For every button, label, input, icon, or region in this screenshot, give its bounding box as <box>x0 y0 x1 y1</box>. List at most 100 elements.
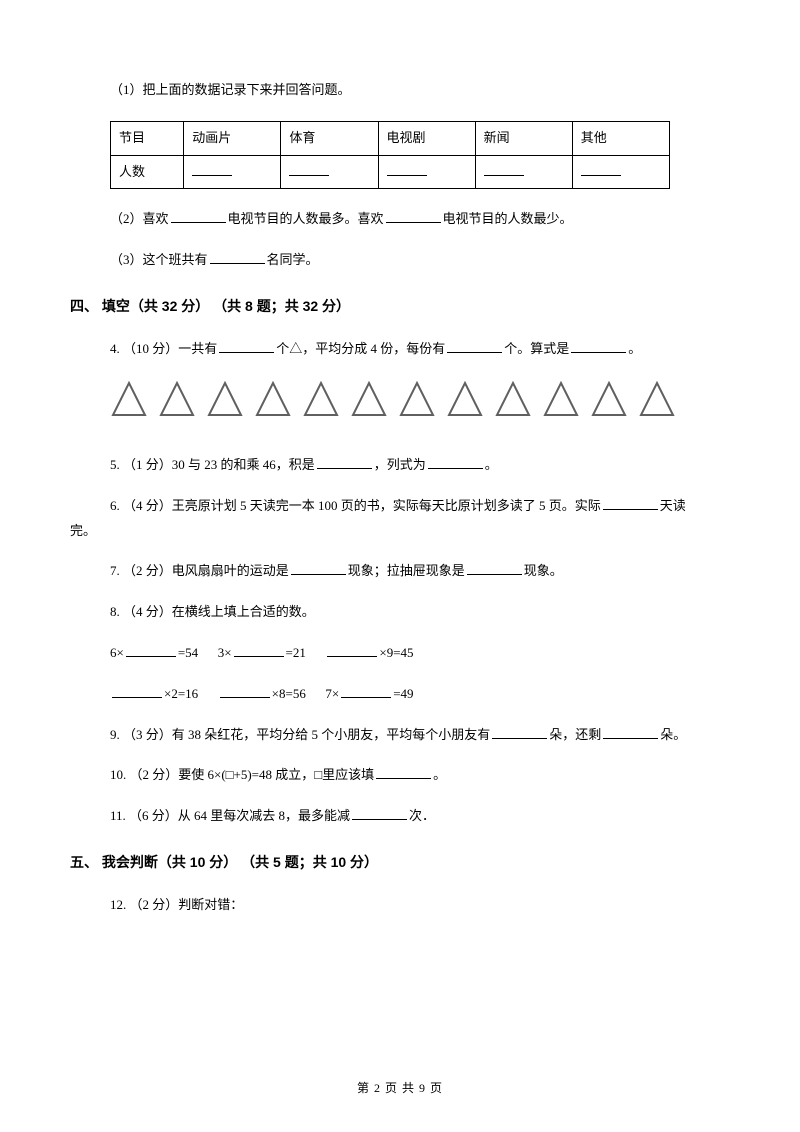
q7-mid: 现象；拉抽屉现象是 <box>348 563 465 578</box>
q1-table: 节目 动画片 体育 电视剧 新闻 其他 人数 <box>110 121 670 190</box>
blank <box>492 726 547 739</box>
blank <box>341 685 391 698</box>
blank <box>386 210 441 223</box>
triangle-icon <box>494 380 532 418</box>
triangle-icon <box>302 380 340 418</box>
page-footer: 第 2 页 共 9 页 <box>0 1079 800 1098</box>
triangle-icon <box>638 380 676 418</box>
cell-blank <box>378 155 475 189</box>
blank <box>467 562 522 575</box>
q11-post: 次． <box>409 808 435 823</box>
q2-post: 电视节目的人数最少。 <box>443 211 573 226</box>
cell-col5: 其他 <box>572 121 669 155</box>
q10: 10. （2 分）要使 6×(□+5)=48 成立，□里应该填 。 <box>110 765 730 786</box>
cell-blank <box>184 155 281 189</box>
blank <box>603 726 658 739</box>
blank <box>376 766 431 779</box>
blank <box>327 644 377 657</box>
blank <box>219 340 274 353</box>
q11: 11. （6 分）从 64 里每次减去 8，最多能减 次． <box>110 806 730 827</box>
q7-post: 现象。 <box>524 563 563 578</box>
q5-mid: ，列式为 <box>374 457 426 472</box>
blank <box>571 340 626 353</box>
table-row: 人数 <box>111 155 670 189</box>
q8-2c-pre: 7× <box>325 686 339 701</box>
q8-2a-post: ×2=16 <box>164 686 198 701</box>
cell-count-label: 人数 <box>111 155 184 189</box>
triangle-icon <box>110 380 148 418</box>
q4-pre: 4. （10 分）一共有 <box>110 341 217 356</box>
triangle-icon <box>446 380 484 418</box>
triangle-icon <box>158 380 196 418</box>
q6-line2: 完。 <box>70 521 730 542</box>
q9-pre: 9. （3 分）有 38 朵红花，平均分给 5 个小朋友，平均每个小朋友有 <box>110 727 490 742</box>
blank <box>291 562 346 575</box>
cell-program-label: 节目 <box>111 121 184 155</box>
q9-mid: 朵，还剩 <box>549 727 601 742</box>
q8-2c-post: =49 <box>393 686 413 701</box>
q4: 4. （10 分）一共有 个△，平均分成 4 份，每份有 个。算式是 。 <box>110 339 730 360</box>
blank <box>428 456 483 469</box>
blank <box>352 807 407 820</box>
cell-col3: 电视剧 <box>378 121 475 155</box>
blank <box>171 210 226 223</box>
q8-row1: 6× =54 3× =21 ×9=45 <box>110 643 730 664</box>
q8-c-post: ×9=45 <box>379 645 413 660</box>
q9: 9. （3 分）有 38 朵红花，平均分给 5 个小朋友，平均每个小朋友有 朵，还… <box>110 725 730 746</box>
triangle-icon <box>254 380 292 418</box>
q8-2b-post: ×8=56 <box>272 686 306 701</box>
q7: 7. （2 分）电风扇扇叶的运动是 现象；拉抽屉现象是 现象。 <box>110 561 730 582</box>
q5: 5. （1 分）30 与 23 的和乘 46，积是 ，列式为 。 <box>110 455 730 476</box>
cell-blank <box>281 155 378 189</box>
q12: 12. （2 分）判断对错： <box>110 895 730 916</box>
q8-row2: ×2=16 ×8=56 7× =49 <box>110 684 730 705</box>
triangle-icon <box>350 380 388 418</box>
q2: （2）喜欢 电视节目的人数最多。喜欢 电视节目的人数最少。 <box>110 209 730 230</box>
blank <box>220 685 270 698</box>
q10-post: 。 <box>433 767 446 782</box>
q7-pre: 7. （2 分）电风扇扇叶的运动是 <box>110 563 289 578</box>
q1-prompt: （1）把上面的数据记录下来并回答问题。 <box>110 80 730 101</box>
q3: （3）这个班共有 名同学。 <box>110 250 730 271</box>
triangle-icon <box>542 380 580 418</box>
page: （1）把上面的数据记录下来并回答问题。 节目 动画片 体育 电视剧 新闻 其他 … <box>0 0 800 1132</box>
table-row: 节目 动画片 体育 电视剧 新闻 其他 <box>111 121 670 155</box>
q6-pre: 6. （4 分）王亮原计划 5 天读完一本 100 页的书，实际每天比原计划多读… <box>110 498 601 513</box>
cell-blank <box>475 155 572 189</box>
q9-post: 朵。 <box>660 727 686 742</box>
q5-post: 。 <box>485 457 498 472</box>
q11-pre: 11. （6 分）从 64 里每次减去 8，最多能减 <box>110 808 350 823</box>
cell-col4: 新闻 <box>475 121 572 155</box>
q2-mid: 电视节目的人数最多。喜欢 <box>228 211 384 226</box>
section-5-heading: 五、 我会判断（共 10 分） （共 5 题；共 10 分） <box>70 851 730 873</box>
blank <box>210 251 265 264</box>
q6-post: 天读 <box>660 498 686 513</box>
q10-pre: 10. （2 分）要使 6×(□+5)=48 成立，□里应该填 <box>110 767 374 782</box>
blank <box>234 644 284 657</box>
triangle-icon <box>206 380 244 418</box>
q4-post: 。 <box>628 341 641 356</box>
cell-blank <box>572 155 669 189</box>
q2-pre: （2）喜欢 <box>110 211 169 226</box>
cell-col2: 体育 <box>281 121 378 155</box>
triangles-row <box>110 380 730 425</box>
q8-a-post: =54 <box>178 645 198 660</box>
triangle-icon <box>590 380 628 418</box>
triangle-icon <box>398 380 436 418</box>
q8-b-pre: 3× <box>218 645 232 660</box>
q8-a-pre: 6× <box>110 645 124 660</box>
blank <box>112 685 162 698</box>
q3-pre: （3）这个班共有 <box>110 252 208 267</box>
cell-col1: 动画片 <box>184 121 281 155</box>
q8-b-post: =21 <box>286 645 306 660</box>
blank <box>126 644 176 657</box>
q8-title: 8. （4 分）在横线上填上合适的数。 <box>110 602 730 623</box>
q4-mid2: 个。算式是 <box>504 341 569 356</box>
q4-mid1: 个△，平均分成 4 份，每份有 <box>276 341 445 356</box>
q3-post: 名同学。 <box>267 252 319 267</box>
section-4-heading: 四、 填空（共 32 分） （共 8 题；共 32 分） <box>70 295 730 317</box>
q6-line1: 6. （4 分）王亮原计划 5 天读完一本 100 页的书，实际每天比原计划多读… <box>110 496 730 517</box>
blank <box>317 456 372 469</box>
blank <box>447 340 502 353</box>
q5-pre: 5. （1 分）30 与 23 的和乘 46，积是 <box>110 457 315 472</box>
